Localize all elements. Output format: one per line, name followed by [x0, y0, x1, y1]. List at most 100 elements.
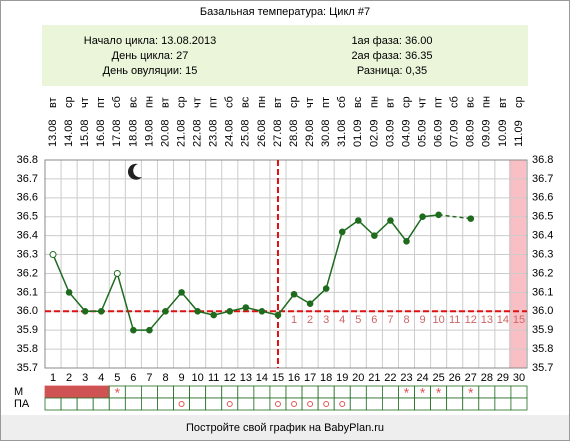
row-cell	[301, 385, 319, 399]
row-cell	[92, 397, 110, 411]
temperature-point	[49, 251, 57, 259]
post-ovulation-day: 12	[465, 314, 477, 326]
row-cell	[140, 385, 158, 399]
row-cell	[333, 397, 351, 411]
row-cell	[398, 397, 415, 411]
x-tick-label: 13	[240, 372, 252, 384]
date-label: 17.08	[111, 119, 123, 147]
post-ovulation-day: 7	[387, 314, 393, 326]
x-tick-label: 27	[465, 372, 477, 384]
date-label: 29.08	[304, 119, 316, 147]
weekday-label: сб	[111, 96, 123, 108]
row-cell	[124, 397, 142, 411]
date-label: 02.09	[368, 119, 380, 147]
gap-line	[438, 214, 471, 220]
info-value: 36.35	[405, 50, 433, 62]
pa-mark	[226, 401, 233, 407]
y-tick-label: 36.0	[17, 305, 38, 317]
temperature-point	[81, 307, 89, 315]
y2-tick-label: 35.8	[532, 343, 553, 355]
x-tick-label: 24	[416, 372, 428, 384]
y-tick-label: 36.3	[17, 248, 38, 260]
x-tick-label: 21	[368, 372, 380, 384]
temperature-point	[242, 304, 250, 311]
spotting-mark: *	[115, 385, 121, 401]
weekday-label: вт	[159, 97, 171, 108]
date-label: 25.08	[240, 119, 252, 147]
post-ovulation-day: 3	[323, 314, 329, 326]
post-ovulation-day: 8	[403, 314, 409, 326]
weekday-label: пн	[481, 96, 493, 108]
info-line: Разница: 0,35	[357, 65, 427, 77]
weekday-label: вс	[352, 96, 364, 108]
weekday-label: сб	[449, 96, 461, 108]
row-cell	[478, 385, 496, 399]
info-value: 13.08.2013	[161, 35, 216, 47]
date-label: 14.08	[63, 119, 75, 147]
row-cell	[157, 385, 174, 399]
row-cell	[221, 385, 239, 399]
row-cell	[494, 397, 512, 411]
plot-frame	[44, 159, 528, 369]
y2-tick-label: 36.8	[532, 154, 553, 166]
temperature-point	[274, 311, 282, 319]
y2-tick-label: 35.9	[532, 324, 553, 336]
row-cell	[60, 385, 78, 399]
temperature-point	[419, 213, 426, 221]
spotting-mark: *	[420, 385, 426, 401]
row-cell	[349, 397, 367, 411]
x-tick-label: 30	[513, 372, 525, 384]
weekday-label: вт	[384, 97, 396, 108]
weekday-label: чт	[79, 97, 91, 108]
x-tick-label: 16	[288, 372, 300, 384]
x-tick-label: 12	[224, 372, 236, 384]
pa-mark	[307, 401, 314, 407]
x-tick-label: 22	[384, 372, 396, 384]
weekday-label: сб	[224, 96, 236, 108]
row-cell	[237, 385, 255, 399]
date-label: 08.09	[465, 119, 477, 147]
post-ovulation-day: 13	[481, 314, 493, 326]
row-cell	[430, 397, 448, 411]
y-tick-label: 36.2	[17, 267, 38, 279]
row-cell	[349, 385, 367, 399]
date-label: 28.08	[288, 119, 300, 147]
temperature-point	[97, 307, 105, 315]
row-cell	[76, 397, 94, 411]
info-value: 15	[185, 65, 197, 77]
temperature-point	[113, 269, 121, 277]
pa-mark	[339, 401, 346, 407]
row-cell	[478, 397, 496, 411]
x-tick-label: 19	[336, 372, 348, 384]
post-ovulation-day: 9	[420, 314, 426, 326]
y2-tick-label: 36.4	[532, 230, 553, 242]
y-tick-label: 35.7	[17, 362, 38, 374]
info-value: 36.00	[405, 35, 433, 47]
temperature-point	[322, 285, 330, 292]
info-value: 27	[176, 50, 188, 62]
post-ovulation-day: 6	[371, 314, 377, 326]
weekday-label: чт	[304, 97, 316, 108]
info-label: Начало цикла:	[84, 35, 158, 47]
row-cell	[237, 397, 255, 411]
weekday-label: сб	[336, 96, 348, 108]
temperature-point	[435, 211, 442, 219]
post-ovulation-day: 5	[355, 314, 361, 326]
row-cell	[157, 397, 174, 411]
x-tick-label: 20	[352, 372, 364, 384]
date-label: 13.08	[47, 119, 59, 147]
weekday-label: пт	[433, 97, 445, 108]
row-cell	[173, 385, 191, 399]
y2-tick-label: 36.7	[532, 173, 553, 185]
y-tick-label: 36.4	[17, 230, 38, 242]
info-label: 1ая фаза:	[351, 35, 402, 47]
x-tick-label: 17	[304, 372, 316, 384]
x-tick-label: 2	[66, 372, 72, 384]
row-cell	[365, 385, 383, 399]
date-label: 20.08	[159, 119, 171, 147]
temperature-point	[162, 307, 169, 315]
date-label: 09.09	[481, 119, 493, 147]
weekday-label: пн	[368, 96, 380, 108]
post-ovulation-day: 10	[433, 314, 445, 326]
row-cell	[44, 385, 62, 399]
